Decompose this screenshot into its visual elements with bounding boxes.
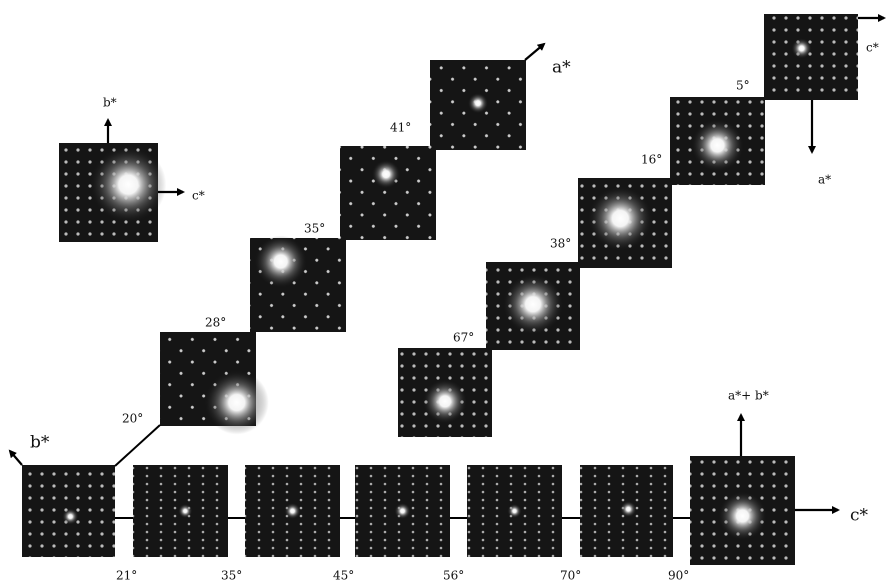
diffraction-pattern xyxy=(690,456,795,565)
diffraction-pattern xyxy=(133,465,228,557)
figure: b* c* a* 20° 28° 35° 41° c* a* 67° 38° 1… xyxy=(0,0,892,584)
diffraction-pattern xyxy=(22,465,115,557)
axis-label: c* xyxy=(866,41,879,55)
axis-arrow xyxy=(525,44,544,60)
angle-label: 41° xyxy=(390,121,411,135)
axis-label: b* xyxy=(103,96,117,110)
pattern-spots xyxy=(340,146,436,240)
central-spot xyxy=(285,503,301,519)
central-spot xyxy=(503,274,563,334)
angle-label: 56° xyxy=(443,569,464,583)
angle-label: 16° xyxy=(641,153,662,167)
angle-label: 35° xyxy=(221,569,242,583)
angle-label: 38° xyxy=(550,237,571,251)
diffraction-pattern xyxy=(355,465,450,557)
angle-label: 45° xyxy=(333,569,354,583)
central-spot xyxy=(372,160,400,188)
central-spot xyxy=(255,236,307,288)
diffraction-pattern xyxy=(59,143,166,242)
axis-label: c* xyxy=(850,506,869,526)
diffraction-pattern xyxy=(486,262,580,350)
diffraction-pattern xyxy=(578,178,672,268)
angle-label: 67° xyxy=(453,331,474,345)
diffraction-pattern xyxy=(580,465,673,557)
axis-label: a*+ b* xyxy=(728,389,769,403)
diffraction-pattern xyxy=(160,332,269,435)
diffraction-pattern xyxy=(250,236,346,333)
angle-label: 5° xyxy=(736,79,750,93)
axis-label: b* xyxy=(30,433,50,453)
central-spot xyxy=(719,492,767,540)
central-spot xyxy=(90,147,166,223)
central-spot xyxy=(620,501,636,517)
central-spot xyxy=(468,93,488,113)
central-spot xyxy=(792,38,812,58)
pattern-spots xyxy=(764,14,858,100)
central-spot xyxy=(178,504,192,518)
diffraction-pattern xyxy=(398,348,492,437)
axis-arrow xyxy=(10,451,22,465)
diffraction-pattern xyxy=(670,97,765,185)
central-spot xyxy=(62,509,78,525)
diffraction-pattern xyxy=(467,465,562,557)
diffraction-panels xyxy=(22,14,858,565)
angle-label: 70° xyxy=(560,569,581,583)
axis-label: c* xyxy=(192,189,205,203)
angle-label: 28° xyxy=(205,316,226,330)
angle-label: 90° xyxy=(668,569,689,583)
connector xyxy=(115,425,160,466)
angle-label: 35° xyxy=(304,222,325,236)
central-spot xyxy=(395,503,411,519)
diffraction-pattern xyxy=(340,146,436,240)
diffraction-pattern xyxy=(430,60,526,150)
diffraction-pattern xyxy=(764,14,858,100)
axis-label: a* xyxy=(552,58,571,78)
central-spot xyxy=(508,504,522,518)
central-spot xyxy=(205,371,269,435)
angle-label: 21° xyxy=(116,569,137,583)
diffraction-pattern xyxy=(245,465,340,557)
central-spot xyxy=(423,379,467,423)
central-spot xyxy=(588,187,652,251)
central-spot xyxy=(692,119,744,171)
axis-label: a* xyxy=(818,173,831,187)
angle-label: 20° xyxy=(122,412,143,426)
